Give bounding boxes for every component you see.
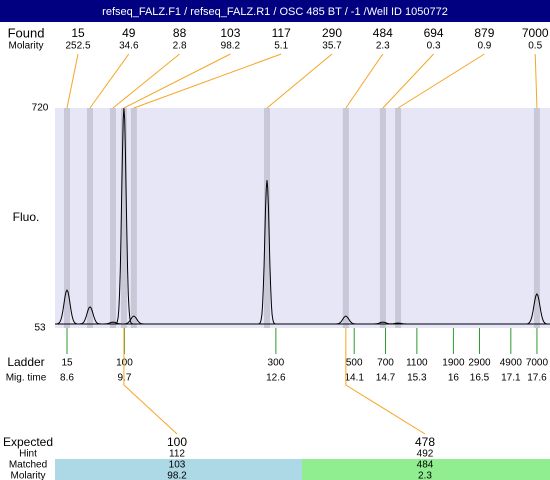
molarity-label: Molarity bbox=[8, 41, 43, 52]
y-axis-label: Fluo. bbox=[13, 210, 40, 224]
match-connector bbox=[345, 328, 426, 435]
ladder-size: 700 bbox=[377, 358, 394, 369]
peak-trace bbox=[258, 180, 276, 325]
peak-band bbox=[86, 108, 93, 328]
peak-band bbox=[120, 108, 127, 328]
found-value: 879 bbox=[474, 26, 494, 40]
ladder-time: 9.7 bbox=[117, 373, 131, 384]
peak-band bbox=[395, 108, 402, 328]
mig-time-label: Mig. time bbox=[6, 373, 47, 384]
found-value: 290 bbox=[322, 26, 342, 40]
peak-trace bbox=[78, 306, 102, 325]
peak-trace bbox=[386, 322, 411, 325]
expected-row-label: Hint bbox=[19, 449, 37, 460]
ladder-time: 16.5 bbox=[470, 373, 490, 384]
ladder-size: 4900 bbox=[500, 358, 523, 369]
ladder-size: 2900 bbox=[468, 358, 491, 369]
ladder-size: 100 bbox=[116, 358, 133, 369]
peak-band bbox=[263, 108, 270, 328]
title: refseq_FALZ.F1 / refseq_FALZ.R1 / OSC 48… bbox=[102, 6, 448, 18]
ladder-size: 1900 bbox=[442, 358, 465, 369]
peak-trace bbox=[55, 289, 79, 325]
molarity-value: 5.1 bbox=[274, 41, 288, 52]
peak-connector bbox=[66, 53, 79, 109]
ladder-size: 300 bbox=[268, 358, 285, 369]
molarity-value: 2.3 bbox=[376, 41, 390, 52]
peak-trace bbox=[333, 315, 358, 325]
peak-band bbox=[342, 108, 349, 328]
ladder-label: Ladder bbox=[7, 355, 44, 369]
molarity-value: 0.3 bbox=[427, 41, 441, 52]
peak-trace bbox=[114, 107, 133, 325]
peak-band bbox=[533, 108, 540, 328]
peak-trace bbox=[524, 293, 549, 325]
expected-row-label: Matched bbox=[9, 460, 47, 471]
found-value: 484 bbox=[373, 26, 393, 40]
expected-expected: 100 bbox=[167, 435, 187, 449]
molarity-value: 2.8 bbox=[173, 41, 187, 52]
found-value: 694 bbox=[424, 26, 444, 40]
expected-row-label: Expected bbox=[3, 435, 53, 449]
matched-band-left bbox=[55, 459, 302, 480]
molarity-value: 0.9 bbox=[477, 41, 491, 52]
peak-trace bbox=[121, 315, 146, 325]
match-connector bbox=[123, 328, 178, 435]
plot-area bbox=[55, 108, 550, 328]
found-value: 7000 bbox=[522, 26, 549, 40]
expected-hint: 112 bbox=[169, 449, 185, 460]
expected-row-label: Molarity bbox=[10, 471, 45, 480]
expected-hint: 492 bbox=[417, 449, 434, 460]
ladder-time: 12.6 bbox=[266, 373, 286, 384]
peak-band bbox=[64, 108, 71, 328]
peak-band bbox=[109, 108, 116, 328]
found-value: 49 bbox=[122, 26, 136, 40]
peak-connector bbox=[382, 53, 434, 109]
molarity-value: 252.5 bbox=[65, 41, 90, 52]
expected-matched: 103 bbox=[169, 460, 186, 471]
peak-connector bbox=[133, 53, 282, 109]
ladder-time: 14.1 bbox=[344, 373, 364, 384]
ladder-time: 17.1 bbox=[501, 373, 521, 384]
ladder-time: 14.7 bbox=[376, 373, 396, 384]
ladder-size: 1100 bbox=[406, 358, 428, 369]
ladder-time: 16 bbox=[448, 373, 460, 384]
peak-connector bbox=[397, 53, 485, 109]
y-tick-label: 53 bbox=[34, 323, 46, 334]
ladder-size: 7000 bbox=[526, 358, 549, 369]
molarity-value: 0.5 bbox=[528, 41, 542, 52]
found-value: 88 bbox=[173, 26, 187, 40]
peak-trace bbox=[101, 321, 125, 325]
expected-expected: 478 bbox=[415, 435, 435, 449]
peak-connector bbox=[534, 53, 538, 109]
matched-band-right bbox=[302, 459, 550, 480]
found-value: 15 bbox=[71, 26, 85, 40]
ladder-size: 15 bbox=[61, 358, 73, 369]
ladder-size: 500 bbox=[346, 358, 363, 369]
molarity-value: 34.6 bbox=[119, 41, 139, 52]
peak-connector bbox=[123, 53, 231, 109]
peak-connector bbox=[89, 53, 130, 109]
expected-molarity: 2.3 bbox=[418, 471, 432, 480]
found-value: 103 bbox=[220, 26, 240, 40]
ladder-time: 17.6 bbox=[527, 373, 547, 384]
found-label: Found bbox=[8, 25, 45, 40]
molarity-value: 35.7 bbox=[322, 41, 342, 52]
found-value: 117 bbox=[272, 26, 291, 40]
molarity-value: 98.2 bbox=[221, 41, 241, 52]
ladder-time: 15.3 bbox=[407, 373, 427, 384]
y-tick-label: 720 bbox=[32, 103, 49, 114]
ladder-time: 8.6 bbox=[60, 373, 74, 384]
peak-connector bbox=[112, 53, 180, 109]
expected-matched: 484 bbox=[417, 460, 434, 471]
expected-molarity: 98.2 bbox=[167, 471, 187, 480]
title-bar bbox=[0, 0, 550, 22]
peak-connector bbox=[266, 53, 333, 109]
peak-band bbox=[130, 108, 137, 328]
peak-band bbox=[379, 108, 386, 328]
peak-connector bbox=[345, 53, 384, 109]
